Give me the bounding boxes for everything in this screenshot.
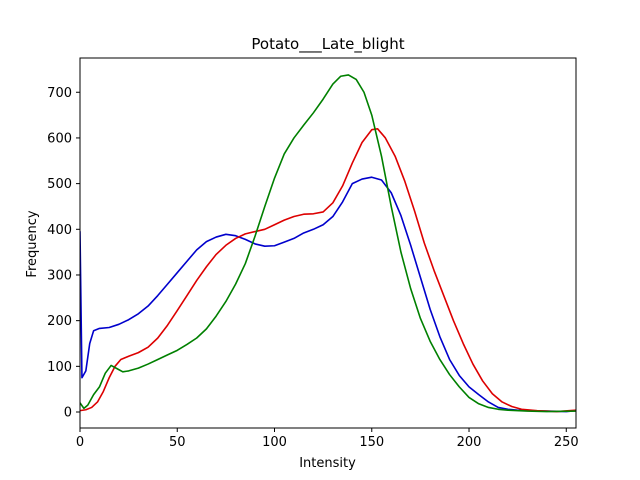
x-tick-label: 200: [457, 435, 482, 450]
series-line-0: [80, 176, 576, 413]
y-tick-label: 0: [64, 406, 72, 421]
y-tick-label: 300: [47, 268, 72, 283]
y-axis-label: Frequency: [25, 210, 40, 277]
axes-layer: 0 50 100 150 200 250 0 100 200 300 400 500 600 700: [47, 57, 579, 450]
x-tick-label: 250: [554, 435, 579, 450]
chart-title: Potato___Late_blight: [251, 35, 404, 54]
x-tick-label: 0: [76, 435, 84, 450]
y-tick-label: 600: [47, 131, 72, 146]
y-tick-label: 500: [47, 177, 72, 192]
x-tick-label: 100: [262, 435, 287, 450]
series-line-1: [80, 128, 576, 413]
series-line-2: [80, 74, 576, 413]
plot-frame: [79, 57, 577, 429]
x-tick-label: 150: [359, 435, 384, 450]
series-layer: [80, 74, 576, 413]
y-tick-label: 100: [47, 360, 72, 375]
x-tick-label: 50: [169, 435, 186, 450]
y-tick-label: 700: [47, 86, 72, 101]
y-tick-label: 200: [47, 314, 72, 329]
x-axis-label: Intensity: [299, 456, 356, 471]
y-tick-label: 400: [47, 223, 72, 238]
